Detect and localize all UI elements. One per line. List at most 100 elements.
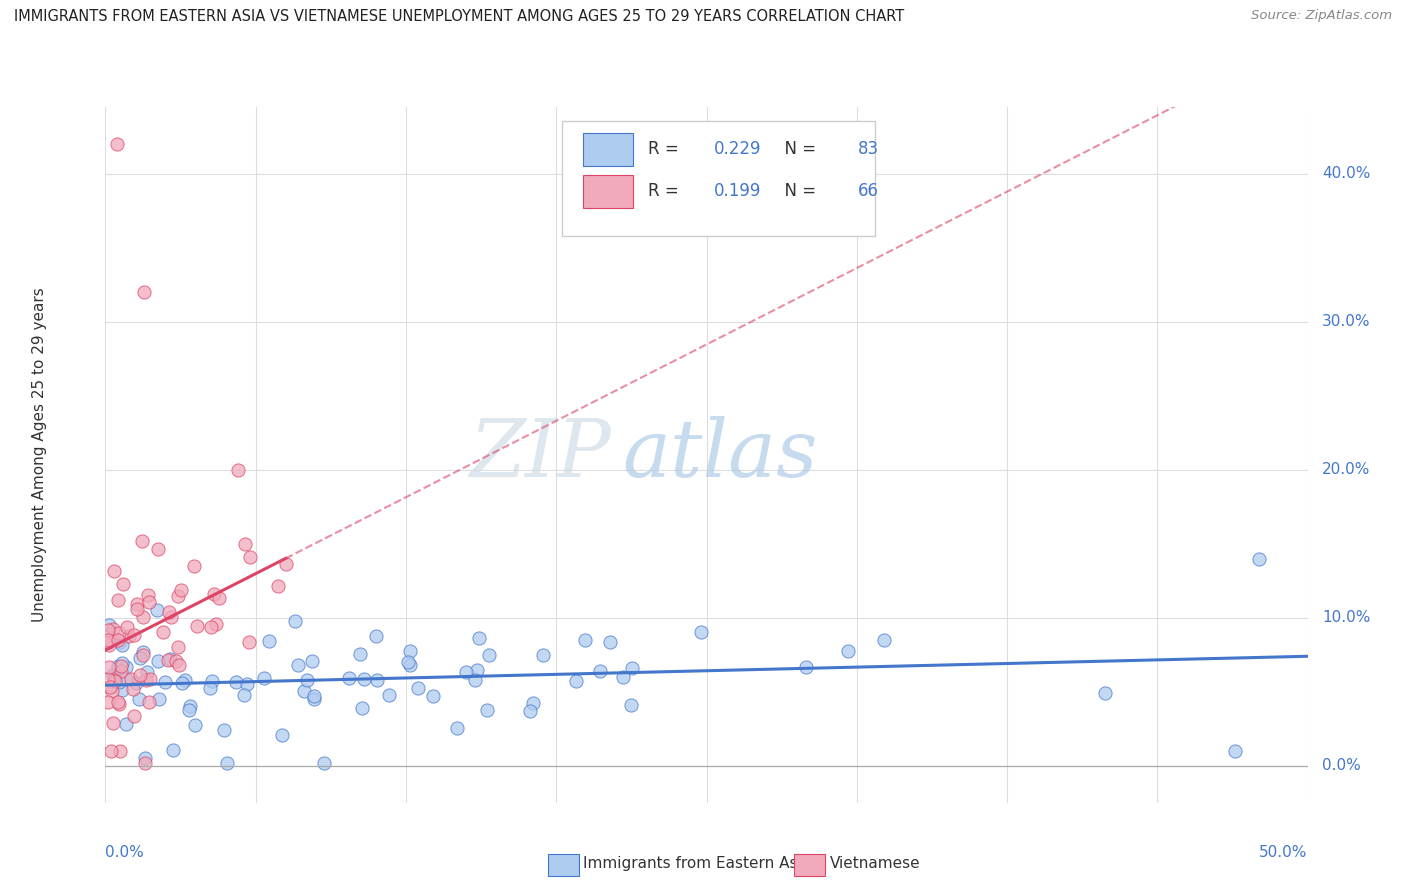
Text: Vietnamese: Vietnamese — [830, 856, 920, 871]
Point — [103, 673, 125, 687]
Point — [301, 654, 323, 668]
Point — [1094, 686, 1116, 700]
Text: Source: ZipAtlas.com: Source: ZipAtlas.com — [1251, 9, 1392, 22]
FancyBboxPatch shape — [562, 121, 875, 235]
Point — [107, 593, 129, 607]
Point — [107, 136, 129, 151]
Point — [132, 285, 155, 299]
Point — [107, 633, 129, 648]
Point — [148, 692, 170, 706]
Point — [267, 579, 290, 593]
Point — [97, 633, 120, 648]
Point — [111, 577, 134, 591]
Point — [364, 629, 387, 643]
Point — [378, 689, 401, 703]
Point — [837, 644, 859, 658]
Point — [174, 673, 197, 688]
Point — [446, 721, 468, 735]
Point — [165, 654, 187, 668]
Point — [125, 598, 148, 612]
Point — [612, 670, 634, 684]
Point — [468, 632, 491, 646]
Text: 66: 66 — [858, 182, 879, 200]
Point — [101, 622, 124, 636]
Point — [179, 698, 201, 713]
Point — [117, 620, 139, 634]
Point — [159, 651, 181, 665]
Point — [111, 683, 134, 698]
Point — [131, 533, 153, 548]
Point — [186, 618, 208, 632]
Text: IMMIGRANTS FROM EASTERN ASIA VS VIETNAMESE UNEMPLOYMENT AMONG AGES 25 TO 29 YEAR: IMMIGRANTS FROM EASTERN ASIA VS VIETNAME… — [14, 9, 904, 24]
Point — [108, 743, 131, 757]
Point — [239, 549, 262, 564]
Point — [794, 660, 817, 674]
Point — [101, 684, 124, 698]
Point — [146, 541, 169, 556]
Point — [200, 620, 222, 634]
Point — [207, 591, 229, 606]
Point — [399, 643, 422, 657]
Point — [111, 638, 134, 652]
Point — [115, 660, 138, 674]
Point — [522, 696, 544, 710]
Point — [271, 728, 294, 742]
Point — [98, 638, 121, 652]
Point — [465, 663, 488, 677]
Text: ZIP: ZIP — [468, 417, 610, 493]
Point — [304, 689, 326, 703]
Text: 50.0%: 50.0% — [1260, 845, 1308, 860]
Point — [564, 673, 586, 688]
Text: atlas: atlas — [623, 417, 818, 493]
Point — [253, 671, 276, 685]
Point — [456, 665, 478, 679]
Text: 83: 83 — [858, 140, 879, 159]
Point — [287, 658, 309, 673]
Point — [690, 625, 713, 640]
Point — [138, 595, 160, 609]
Point — [167, 640, 190, 655]
Point — [115, 716, 138, 731]
Point — [98, 618, 121, 632]
Point — [225, 674, 247, 689]
Point — [104, 674, 127, 689]
Point — [128, 691, 150, 706]
Point — [422, 689, 444, 703]
FancyBboxPatch shape — [582, 175, 633, 208]
Point — [238, 634, 260, 648]
Point — [574, 632, 596, 647]
Point — [110, 635, 132, 649]
Point — [135, 673, 157, 687]
Text: 10.0%: 10.0% — [1322, 610, 1371, 625]
Point — [302, 692, 325, 706]
Point — [396, 655, 419, 669]
Point — [170, 582, 193, 597]
Text: 30.0%: 30.0% — [1322, 314, 1371, 329]
Text: N =: N = — [773, 182, 821, 200]
Text: Immigrants from Eastern Asia: Immigrants from Eastern Asia — [583, 856, 811, 871]
Point — [138, 672, 160, 686]
Point — [531, 648, 554, 663]
Point — [599, 635, 621, 649]
Point — [475, 703, 498, 717]
Point — [157, 653, 180, 667]
Point — [107, 659, 129, 673]
Point — [184, 718, 207, 732]
Point — [297, 673, 319, 687]
Point — [205, 617, 228, 632]
Point — [284, 614, 307, 628]
Point — [314, 756, 336, 770]
Point — [122, 682, 145, 697]
Text: Unemployment Among Ages 25 to 29 years: Unemployment Among Ages 25 to 29 years — [32, 287, 46, 623]
Point — [233, 537, 256, 551]
Point — [134, 756, 156, 770]
Point — [366, 673, 388, 687]
Point — [110, 665, 132, 679]
FancyBboxPatch shape — [582, 133, 633, 166]
Point — [214, 723, 236, 737]
Point — [101, 668, 124, 682]
Point — [257, 634, 280, 648]
Point — [167, 657, 190, 672]
Point — [353, 672, 375, 686]
Point — [134, 751, 156, 765]
